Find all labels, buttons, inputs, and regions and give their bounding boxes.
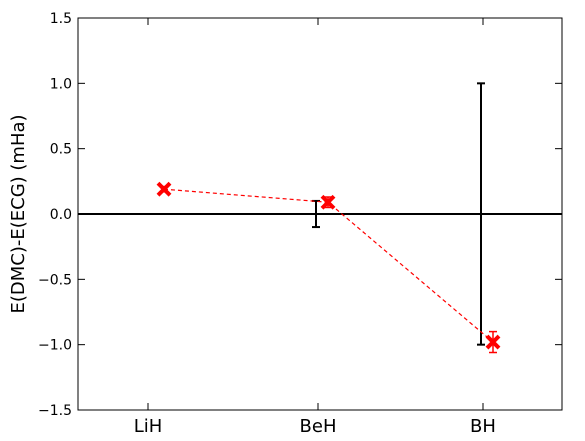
y-tick-label: 1.0: [50, 76, 72, 92]
y-tick-label: −0.5: [38, 272, 72, 288]
y-tick-label: 0.0: [50, 207, 72, 223]
dmc-series-line: [163, 188, 494, 343]
plot-area: 1.5 1.0 0.5 0.0 −0.5 −1.0 −1.5 LiH BeH BH: [38, 11, 563, 437]
dmc-point: [485, 334, 501, 350]
dmc-point: [156, 181, 172, 197]
y-tick-label: −1.0: [38, 338, 72, 354]
y-tick-label: 0.5: [50, 142, 72, 158]
x-tick-label: BH: [470, 416, 496, 437]
y-tick-label: 1.5: [50, 11, 72, 27]
dmc-point: [320, 194, 336, 210]
x-tick-label: BeH: [300, 416, 337, 437]
y-tick-label: −1.5: [38, 403, 72, 419]
axes-frame: [77, 17, 563, 411]
y-axis-label: E(DMC)-E(ECG) (mHa): [8, 114, 29, 313]
x-tick-label: LiH: [134, 416, 163, 437]
